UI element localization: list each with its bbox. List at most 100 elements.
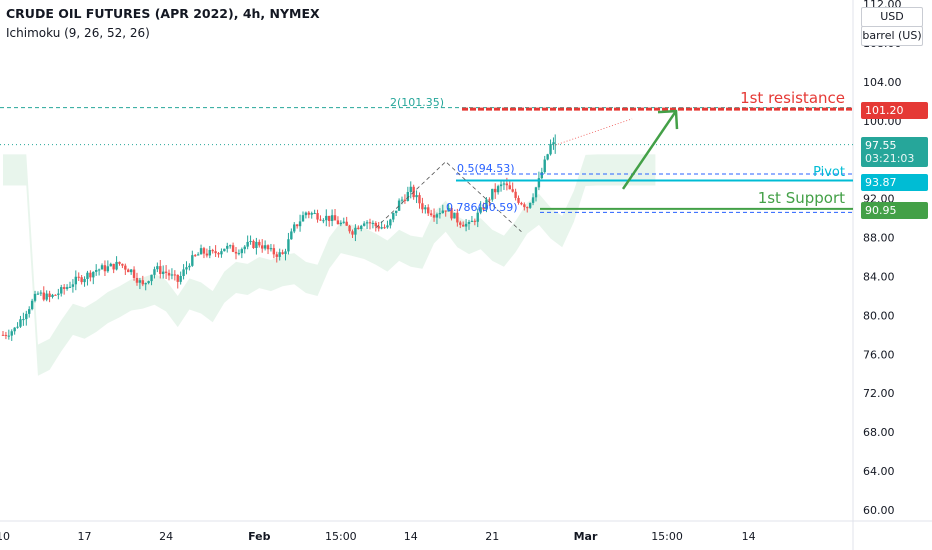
candle-body xyxy=(182,269,185,276)
candle-body xyxy=(313,213,316,215)
ichimoku-cloud xyxy=(3,154,656,376)
candle-body xyxy=(95,270,98,272)
y-tick-label: 72.00 xyxy=(863,387,895,400)
candle-body xyxy=(543,159,546,173)
candle-body xyxy=(389,219,392,226)
candle-body xyxy=(435,214,439,218)
candle-body xyxy=(80,277,83,283)
candle-body xyxy=(19,319,22,327)
candle-body xyxy=(220,251,223,255)
candle-body xyxy=(153,269,156,275)
candle-body xyxy=(392,212,395,220)
candle-body xyxy=(298,221,302,227)
candle-body xyxy=(453,212,456,219)
candle-body xyxy=(348,225,351,232)
candle-body xyxy=(473,220,477,222)
candle-body xyxy=(380,227,383,229)
candle-body xyxy=(161,271,165,274)
candle-body xyxy=(537,178,541,188)
candle-body xyxy=(421,203,424,210)
drawings-group xyxy=(0,107,853,233)
candle-body xyxy=(205,253,209,256)
candle-body xyxy=(528,202,532,208)
candle-body xyxy=(30,300,34,310)
candle-body xyxy=(427,207,430,214)
candle-body xyxy=(397,200,401,211)
candle-body xyxy=(74,276,78,285)
price-axis[interactable]: 60.00 64.00 68.00 72.00 76.00 80.00 84.00 88.00… xyxy=(863,0,902,517)
candle-body xyxy=(228,245,232,247)
candle-body xyxy=(287,239,290,252)
candle-body xyxy=(479,207,482,213)
candle-body xyxy=(159,266,162,274)
candle-body xyxy=(394,210,398,213)
candle-body xyxy=(330,215,334,222)
candle-body xyxy=(28,309,31,314)
candle-body xyxy=(403,199,407,201)
candle-body xyxy=(208,250,211,256)
candle-body xyxy=(432,215,436,218)
candle-body xyxy=(336,220,340,225)
candle-body xyxy=(293,224,296,232)
target-arrow[interactable] xyxy=(621,110,678,190)
candle-body xyxy=(494,188,497,193)
x-tick-label: 14 xyxy=(742,530,756,543)
candle-body xyxy=(464,223,468,227)
candle-body xyxy=(62,287,66,289)
candle-body xyxy=(144,283,147,285)
candle-body xyxy=(258,241,261,246)
candle-body xyxy=(316,213,319,220)
fib-0786-label: 0.786(90.59) xyxy=(446,201,518,214)
candle-body xyxy=(502,183,506,185)
candle-body xyxy=(4,334,8,336)
time-axis[interactable]: 10 17 24 Feb 15:00 14 21 Mar 15:00 14 xyxy=(0,530,756,543)
candle-body xyxy=(342,221,345,223)
unit-button[interactable]: barrel (US) xyxy=(861,26,923,46)
candle-body xyxy=(269,248,273,250)
candle-body xyxy=(115,261,118,270)
currency-button[interactable]: USD xyxy=(861,7,923,27)
candle-body xyxy=(167,272,171,276)
candle-body xyxy=(124,265,127,270)
candle-body xyxy=(164,271,168,273)
x-tick-label: Mar xyxy=(574,530,598,543)
candle-body xyxy=(552,142,555,144)
candle-body xyxy=(485,199,488,210)
candle-body xyxy=(188,265,191,268)
fib-2-label: 2(101.35) xyxy=(390,96,444,109)
candle-body xyxy=(310,213,313,215)
candle-body xyxy=(135,277,139,283)
candle-body xyxy=(68,286,72,288)
plot-area[interactable] xyxy=(0,0,853,521)
candle-body xyxy=(284,251,287,255)
candle-body xyxy=(456,212,459,223)
pivot-label: Pivot xyxy=(813,165,845,180)
x-tick-label: 10 xyxy=(0,530,10,543)
candle-body xyxy=(319,219,322,221)
indicator-label[interactable]: Ichimoku (9, 26, 52, 26) xyxy=(6,26,150,40)
candle-body xyxy=(275,254,278,257)
candle-body xyxy=(237,253,241,255)
candle-body xyxy=(266,245,270,250)
candle-body xyxy=(185,267,188,270)
candle-body xyxy=(202,248,206,254)
candle-body xyxy=(71,284,75,287)
candle-body xyxy=(496,186,500,193)
candle-body xyxy=(214,251,217,254)
candle-body xyxy=(127,269,130,273)
last-price-value: 97.55 xyxy=(865,139,897,152)
candle-body xyxy=(54,294,57,296)
candle-body xyxy=(1,334,5,336)
candle-body xyxy=(89,272,92,278)
target-arrow-head xyxy=(657,109,679,130)
candle-body xyxy=(57,293,60,295)
candle-body xyxy=(301,215,305,222)
candle-body xyxy=(418,195,421,204)
chart-title: CRUDE OIL FUTURES (APR 2022), 4h, NYMEX xyxy=(6,6,320,21)
y-tick-label: 104.00 xyxy=(863,76,902,89)
candle-body xyxy=(176,274,179,282)
candle-body xyxy=(77,276,80,278)
candle-body xyxy=(261,245,264,249)
candle-body xyxy=(386,225,389,228)
